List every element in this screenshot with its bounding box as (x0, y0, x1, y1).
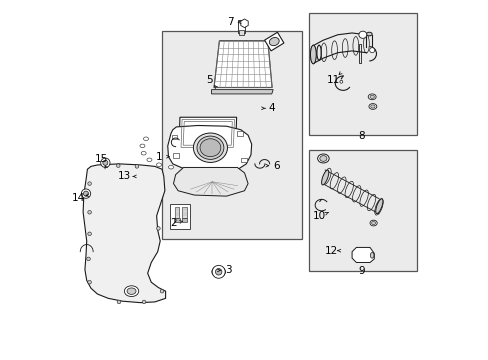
Bar (308, 149, 416, 271)
Text: 10: 10 (313, 211, 325, 221)
Ellipse shape (310, 45, 316, 64)
Bar (358, 44, 361, 63)
Bar (162, 31, 301, 239)
Ellipse shape (156, 163, 161, 166)
Ellipse shape (269, 37, 279, 46)
Ellipse shape (375, 199, 382, 213)
Ellipse shape (317, 154, 328, 163)
Ellipse shape (146, 158, 152, 162)
Ellipse shape (86, 257, 90, 261)
Bar (170, 204, 190, 229)
Text: 13: 13 (118, 171, 131, 181)
Ellipse shape (127, 288, 136, 294)
Polygon shape (351, 247, 373, 262)
Text: 6: 6 (273, 161, 280, 171)
Ellipse shape (141, 152, 146, 155)
Ellipse shape (140, 144, 144, 148)
Polygon shape (240, 19, 248, 28)
Text: 12: 12 (325, 246, 338, 256)
Bar (172, 153, 178, 158)
Ellipse shape (200, 139, 221, 157)
Polygon shape (83, 164, 165, 303)
Ellipse shape (370, 105, 374, 108)
Bar (171, 135, 177, 139)
Ellipse shape (101, 158, 110, 167)
Ellipse shape (135, 165, 139, 168)
Polygon shape (173, 167, 247, 196)
Text: 15: 15 (95, 154, 108, 164)
Ellipse shape (358, 31, 366, 39)
Ellipse shape (369, 220, 376, 226)
Ellipse shape (319, 156, 326, 161)
Text: 2: 2 (170, 218, 177, 228)
Bar (239, 31, 244, 35)
Bar (308, 13, 416, 135)
Ellipse shape (193, 133, 227, 162)
Bar (174, 218, 179, 222)
Polygon shape (211, 90, 273, 94)
Bar (174, 207, 179, 218)
Ellipse shape (321, 170, 328, 185)
Ellipse shape (142, 300, 145, 304)
Ellipse shape (369, 95, 373, 98)
Ellipse shape (143, 137, 148, 140)
Text: 9: 9 (357, 266, 364, 276)
Ellipse shape (339, 80, 342, 83)
Text: 7: 7 (226, 17, 233, 27)
Text: 11: 11 (326, 75, 339, 85)
Ellipse shape (160, 289, 163, 293)
Ellipse shape (168, 165, 173, 169)
Ellipse shape (369, 48, 374, 53)
Ellipse shape (81, 189, 90, 198)
Ellipse shape (117, 300, 121, 304)
Ellipse shape (88, 232, 91, 235)
Ellipse shape (215, 269, 222, 275)
Polygon shape (179, 117, 236, 149)
Text: 14: 14 (72, 193, 85, 203)
Text: 4: 4 (267, 103, 274, 113)
Text: 8: 8 (357, 131, 364, 141)
Bar (238, 20, 244, 33)
Ellipse shape (88, 182, 91, 185)
Bar (241, 158, 246, 162)
Ellipse shape (83, 191, 88, 196)
Bar (182, 207, 186, 218)
Ellipse shape (88, 280, 91, 284)
Text: 5: 5 (205, 75, 212, 85)
Ellipse shape (116, 164, 120, 167)
Ellipse shape (88, 211, 91, 214)
Ellipse shape (124, 286, 139, 297)
Ellipse shape (212, 265, 224, 278)
Ellipse shape (371, 221, 375, 225)
Text: 3: 3 (224, 265, 231, 275)
Ellipse shape (156, 226, 160, 230)
Bar (237, 131, 243, 135)
Ellipse shape (367, 94, 375, 100)
Ellipse shape (369, 252, 373, 258)
Ellipse shape (197, 136, 224, 159)
Ellipse shape (102, 160, 108, 165)
Ellipse shape (368, 104, 376, 109)
Polygon shape (264, 32, 284, 51)
Text: 1: 1 (156, 152, 162, 162)
Polygon shape (167, 126, 251, 169)
Ellipse shape (366, 32, 371, 36)
Polygon shape (214, 41, 271, 87)
Bar (182, 218, 187, 222)
